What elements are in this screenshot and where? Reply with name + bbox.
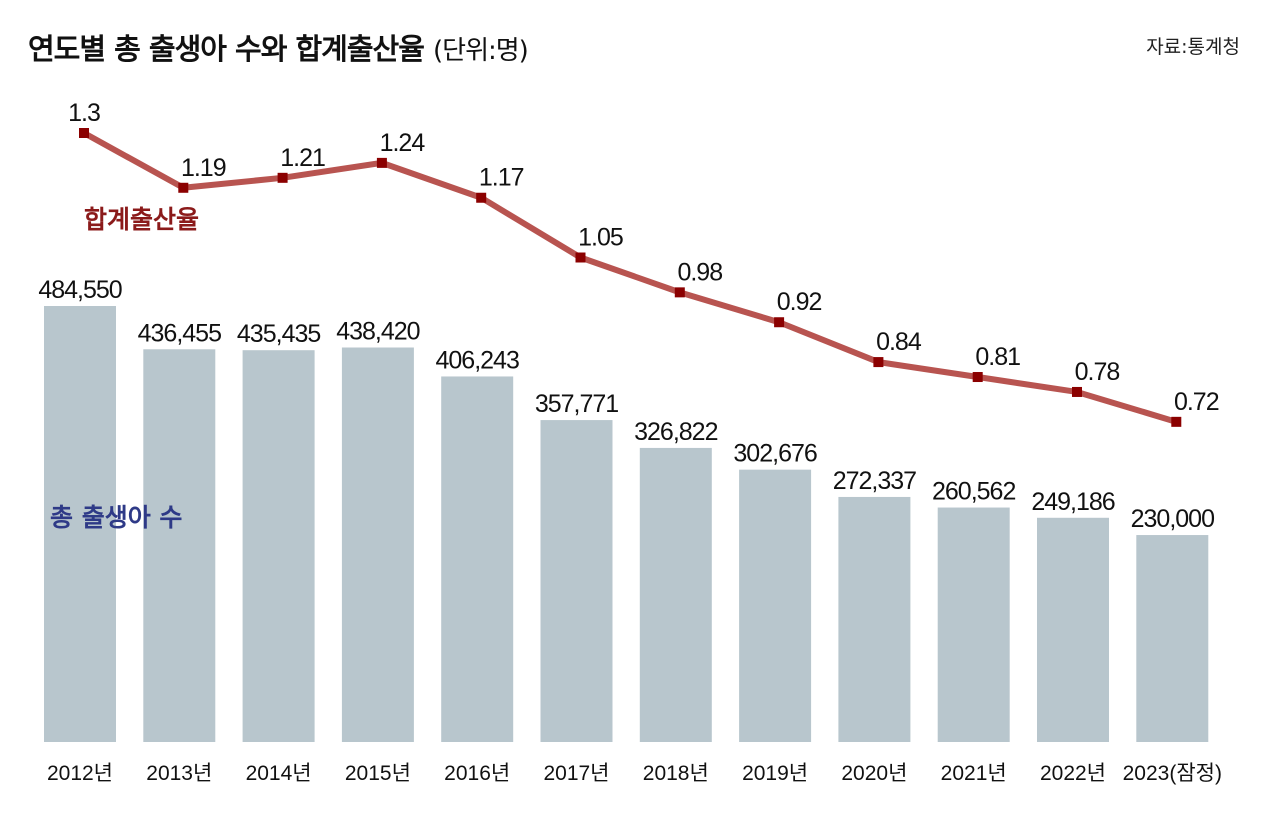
bar — [937, 507, 1010, 742]
line-value-label: 1.17 — [479, 164, 524, 192]
x-tick-label: 2014년 — [246, 762, 312, 785]
x-tick-label: 2018년 — [643, 762, 709, 785]
x-tick-label: 2017년 — [543, 762, 609, 785]
chart-title: 연도별 총 출생아 수와 합계출산율 (단위:명) — [28, 26, 529, 68]
title-text: 연도별 총 출생아 수와 합계출산율 — [28, 32, 425, 66]
bar-value-label: 436,455 — [138, 319, 221, 347]
bar — [44, 306, 116, 742]
line-point — [476, 192, 487, 203]
bar — [143, 349, 216, 742]
bar-value-label: 435,435 — [237, 320, 320, 348]
bar-series-label: 총 출생아 수 — [50, 503, 182, 532]
fertility-rate-line — [82, 130, 1178, 425]
bar-value-label: 357,771 — [535, 390, 618, 418]
x-tick-label: 2015년 — [345, 762, 411, 785]
bar — [739, 469, 812, 742]
line-value-label: 1.19 — [181, 154, 226, 182]
bar-value-label: 230,000 — [1131, 505, 1214, 533]
x-tick-label: 2021년 — [941, 762, 1007, 785]
line-point — [972, 372, 983, 383]
line-value-label: 0.84 — [876, 328, 922, 356]
line-point — [376, 157, 387, 168]
bar-value-label: 302,676 — [733, 440, 816, 468]
x-tick-label: 2022년 — [1040, 762, 1106, 785]
x-tick-label: 2023(잠정) — [1123, 762, 1222, 785]
line-value-label: 1.24 — [380, 129, 426, 157]
line-point — [178, 182, 189, 193]
line-value-label: 0.92 — [777, 288, 822, 316]
line-value-label: 1.05 — [578, 224, 623, 252]
x-tick-label: 2020년 — [841, 762, 907, 785]
line-value-label: 0.72 — [1174, 388, 1219, 416]
bar-value-label: 406,243 — [436, 346, 519, 374]
line-value-label: 1.21 — [280, 144, 325, 172]
line-series-label: 합계출산율 — [84, 205, 199, 234]
bar-value-label: 249,186 — [1031, 488, 1114, 516]
bar-value-label: 260,562 — [932, 478, 1015, 506]
line-point — [575, 252, 586, 263]
line-point — [79, 128, 89, 138]
source-label: 자료:통계청 — [1146, 36, 1240, 58]
bar-value-label: 438,420 — [336, 318, 419, 346]
x-tick-label: 2016년 — [444, 762, 510, 785]
line-value-label: 0.78 — [1075, 358, 1120, 386]
bar-value-label: 484,550 — [38, 276, 121, 304]
bar — [441, 376, 514, 742]
line-point — [1171, 416, 1182, 427]
line-value-label: 0.98 — [677, 258, 722, 286]
bar — [639, 447, 712, 742]
line-value-label: 0.81 — [975, 343, 1020, 371]
bar — [540, 420, 613, 742]
line-point — [1072, 386, 1082, 397]
line-point — [774, 317, 785, 328]
unit-label: (단위:명) — [433, 36, 529, 66]
x-tick-label: 2012년 — [47, 762, 113, 785]
bar-value-label: 326,822 — [634, 418, 717, 446]
bar — [1136, 535, 1209, 742]
line-point — [277, 172, 288, 183]
x-tick-label: 2019년 — [742, 762, 808, 785]
bar — [1037, 517, 1109, 742]
bar-value-label: 272,337 — [833, 467, 916, 495]
bar — [242, 350, 315, 742]
line-point — [873, 357, 884, 368]
line-point — [674, 287, 685, 298]
x-tick-label: 2013년 — [146, 762, 212, 785]
bar — [341, 347, 414, 742]
line-value-label: 1.3 — [68, 99, 100, 127]
bar — [838, 496, 911, 742]
